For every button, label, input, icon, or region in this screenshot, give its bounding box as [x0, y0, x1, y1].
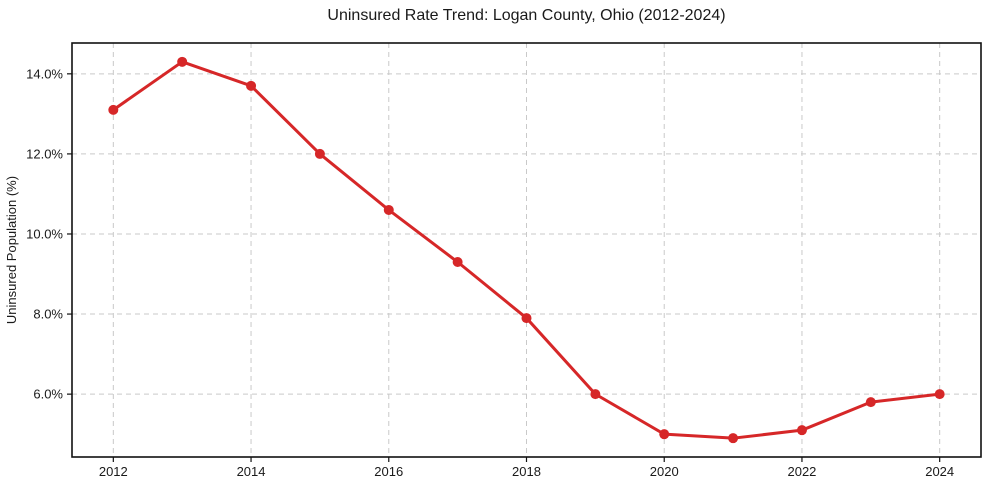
x-tick-label: 2016 [374, 464, 403, 479]
y-tick-label: 14.0% [26, 66, 63, 81]
y-tick-label: 6.0% [33, 387, 63, 402]
data-point [796, 425, 807, 436]
x-tick-label: 2022 [787, 464, 816, 479]
data-point [452, 257, 463, 268]
plot-frame [71, 42, 982, 458]
y-tick-label: 12.0% [26, 146, 63, 161]
data-point [177, 56, 188, 67]
data-point [314, 148, 325, 159]
data-point [108, 104, 119, 115]
data-point [590, 389, 601, 400]
data-point [728, 433, 739, 444]
data-point [934, 389, 945, 400]
data-point [659, 429, 670, 440]
x-tick-label: 2024 [925, 464, 954, 479]
data-point [521, 313, 532, 324]
x-tick-label: 2012 [99, 464, 128, 479]
chart-title: Uninsured Rate Trend: Logan County, Ohio… [327, 7, 726, 24]
data-point [865, 397, 876, 408]
x-tick-label: 2014 [237, 464, 266, 479]
data-point [246, 80, 257, 91]
x-tick-label: 2018 [512, 464, 541, 479]
data-point [383, 204, 394, 215]
y-tick-label: 8.0% [33, 307, 63, 322]
y-tick-label: 10.0% [26, 226, 63, 241]
x-tick-label: 2020 [650, 464, 679, 479]
